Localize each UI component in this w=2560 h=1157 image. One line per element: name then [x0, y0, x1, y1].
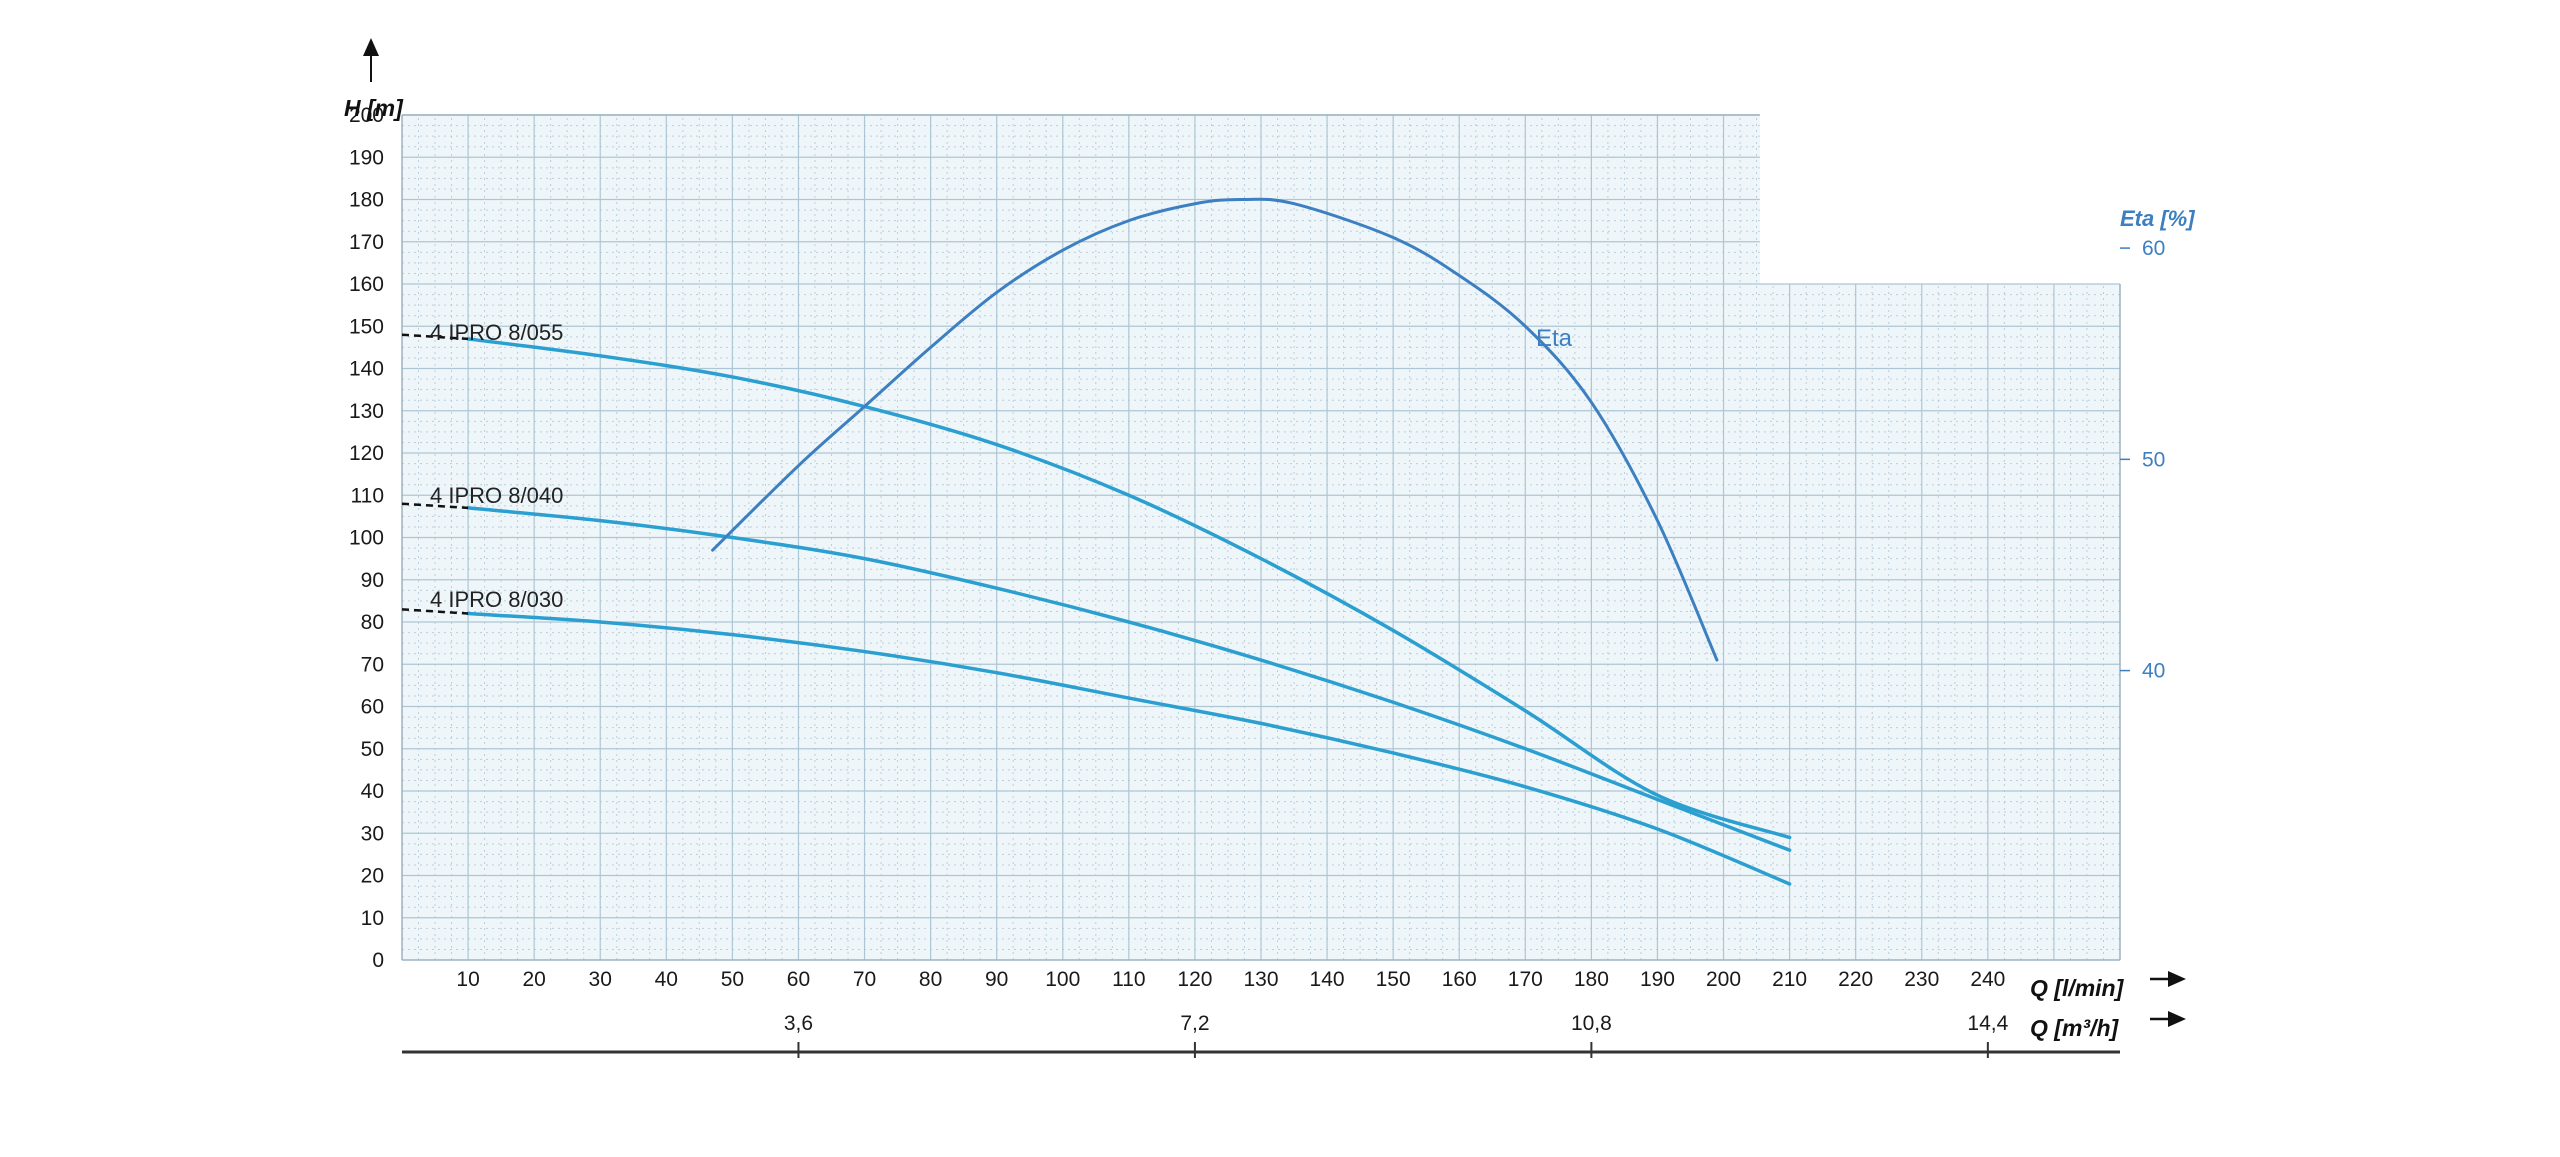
eta-tick-label: 40	[2142, 660, 2165, 683]
x-tick-label: 140	[1310, 968, 1345, 991]
y-tick-label: 160	[349, 273, 384, 296]
x-tick-label: 240	[1970, 968, 2005, 991]
pump-curve-label: 4 IPRO 8/040	[430, 483, 563, 508]
x-tick-label: 170	[1508, 968, 1543, 991]
x-tick-label: 20	[522, 968, 545, 991]
eta-curve	[711, 197, 1719, 662]
y-tick-label: 90	[361, 569, 384, 592]
secondary-x-tick-label: 3,6	[784, 1012, 813, 1035]
x-tick-label: 80	[919, 968, 942, 991]
pump-curve	[466, 506, 1792, 852]
y-axis-arrow-head	[363, 38, 379, 56]
x-tick-label: 130	[1243, 968, 1278, 991]
x-tick-label: 180	[1574, 968, 1609, 991]
y-tick-label: 110	[351, 484, 384, 507]
x-tick-label: 110	[1112, 968, 1145, 991]
x-tick-label: 30	[589, 968, 612, 991]
y-tick-label: 10	[361, 907, 384, 930]
y-tick-label: 100	[349, 527, 384, 550]
pump-curve	[466, 611, 1792, 886]
x-tick-label: 210	[1772, 968, 1807, 991]
y-tick-label: 200	[349, 104, 384, 127]
secondary-x-tick-label: 14,4	[1967, 1012, 2008, 1035]
eta-tick-label: 50	[2142, 448, 2165, 471]
y-tick-label: 120	[349, 442, 384, 465]
x-axis-arrow-head	[2168, 971, 2186, 987]
x-tick-label: 150	[1376, 968, 1411, 991]
y-tick-label: 130	[349, 400, 384, 423]
eta-tick-label: 60	[2142, 237, 2165, 260]
x-tick-label: 100	[1045, 968, 1080, 991]
x-tick-label: 40	[655, 968, 678, 991]
x-tick-label: 230	[1904, 968, 1939, 991]
secondary-x-tick-label: 7,2	[1180, 1012, 1209, 1035]
y-tick-label: 20	[361, 865, 384, 888]
y-tick-label: 140	[349, 358, 384, 381]
x-tick-label: 70	[853, 968, 876, 991]
y-tick-label: 150	[349, 315, 384, 338]
y-tick-label: 50	[361, 738, 384, 761]
y-axis-title: H [m]	[344, 95, 404, 121]
x-tick-label: 90	[985, 968, 1008, 991]
y-tick-label: 80	[361, 611, 384, 634]
y-tick-label: 180	[349, 189, 384, 212]
x-tick-label: 190	[1640, 968, 1675, 991]
pump-curve-label: 4 IPRO 8/030	[430, 587, 563, 612]
y-tick-label: 190	[349, 146, 384, 169]
y-tick-label: 30	[361, 822, 384, 845]
y-tick-label: 60	[361, 696, 384, 719]
x-tick-label: 60	[787, 968, 810, 991]
y-tick-label: 170	[349, 231, 384, 254]
x-tick-label: 120	[1177, 968, 1212, 991]
x-tick-label: 160	[1442, 968, 1477, 991]
x2-axis-title: Q [m³/h]	[2030, 1015, 2119, 1041]
x-axis-arrow-head	[2168, 1011, 2186, 1027]
y-tick-label: 40	[361, 780, 384, 803]
secondary-x-tick-label: 10,8	[1571, 1012, 1612, 1035]
pump-curve-label: 4 IPRO 8/055	[430, 320, 563, 345]
x-tick-label: 200	[1706, 968, 1741, 991]
eta-curve-label: Eta	[1536, 325, 1573, 352]
x-tick-label: 10	[456, 968, 479, 991]
eta-axis-title: Eta [%]	[2120, 206, 2195, 231]
x-axis-title: Q [l/min]	[2030, 975, 2125, 1001]
pump-curve	[466, 337, 1792, 840]
y-tick-label: 0	[372, 949, 384, 972]
y-tick-label: 70	[361, 653, 384, 676]
x-tick-label: 50	[721, 968, 744, 991]
x-tick-label: 220	[1838, 968, 1873, 991]
